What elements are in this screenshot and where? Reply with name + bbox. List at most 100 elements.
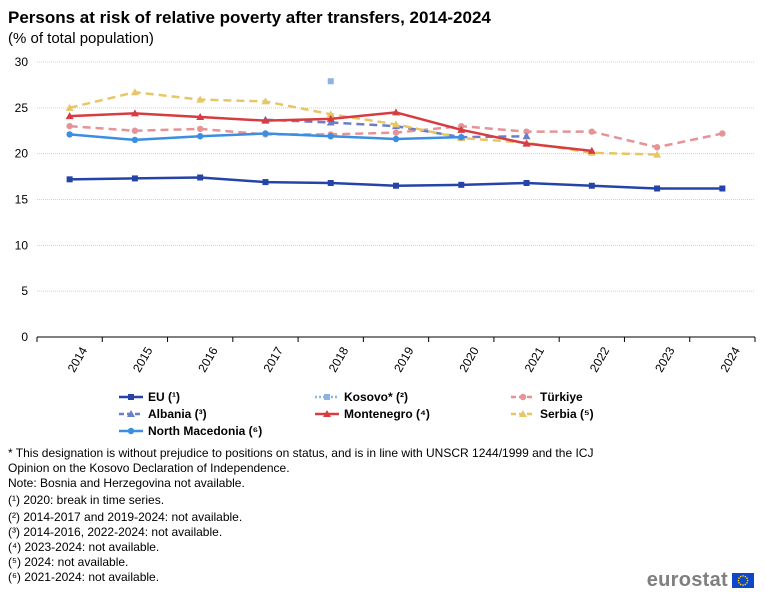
point-eu-2019 [393,182,399,189]
point-serbia-2019 [392,120,400,128]
point-albania-2018 [326,118,335,126]
point-north-macedonia-2015 [131,136,139,144]
point-serbia-2017 [261,97,270,105]
point-montenegro-2022 [587,146,596,154]
y-tick-label-0: 0 [21,330,28,344]
point-montenegro-2019 [392,108,400,116]
legend-label-t-rkiye: Türkiye [540,390,583,404]
eu-flag-icon [732,573,754,588]
point-serbia-2016 [196,95,205,103]
footnote-kosovo-designation: * This designation is without prejudice … [8,446,594,475]
point-eu-2017 [262,179,269,186]
point-eu-2015 [131,175,138,182]
x-tick-label-2024: 2024 [717,344,743,374]
legend-item-kosovo: Kosovo* (²) [314,390,408,404]
point-north-macedonia-2019 [392,135,400,143]
y-tick-label-15: 15 [15,193,29,207]
legend-swatch-t-rkiye [511,393,535,401]
point-t-rkiye-2014 [66,122,73,130]
point-t-rkiye-2015 [131,127,139,134]
point-t-rkiye-2019 [392,129,400,136]
legend-item-serbia: Serbia (⁵) [510,407,594,421]
legend-swatch-montenegro [315,410,339,417]
footnote-4: (⁴) 2023-2024: not available. [8,540,160,554]
legend-label-montenegro: Montenegro (⁴) [344,407,430,421]
point-serbia-2018 [326,110,335,118]
point-montenegro-2017 [261,116,270,124]
point-north-macedonia-2018 [327,133,334,140]
point-eu-2014 [66,176,73,183]
point-albania-2021 [522,132,531,140]
point-montenegro-2020 [457,125,466,133]
point-t-rkiye-2023 [653,144,661,151]
x-tick-label-2018: 2018 [326,344,352,374]
point-t-rkiye-2021 [523,128,530,135]
point-eu-2020 [458,181,465,188]
legend-swatch-kosovo [315,394,339,400]
legend-swatch-serbia [511,410,535,417]
legend-swatch-albania [119,410,143,417]
point-serbia-2014 [65,103,74,111]
x-tick-label-2020: 2020 [456,344,482,374]
legend-label-eu: EU (¹) [148,390,180,404]
eurostat-logo: eurostat [647,569,754,592]
y-tick-label-20: 20 [15,147,29,161]
legend-label-serbia: Serbia (⁵) [540,407,594,421]
point-eu-2024 [719,185,726,192]
footnote-6: (⁶) 2021-2024: not available. [8,570,160,584]
point-montenegro-2016 [196,113,205,120]
point-serbia-2023 [653,150,662,158]
x-tick-label-2017: 2017 [261,344,287,374]
point-north-macedonia-2020 [458,133,465,141]
legend-item-albania: Albania (³) [118,407,207,421]
point-montenegro-2018 [326,114,335,122]
legend-swatch-eu [119,394,143,400]
x-tick-label-2016: 2016 [195,344,221,374]
point-serbia-2015 [130,88,139,96]
x-tick-label-2014: 2014 [65,344,91,374]
legend-label-north-macedonia: North Macedonia (⁶) [148,424,263,438]
point-montenegro-2014 [65,112,74,120]
line-chart: 0 5 10 15 20 25 30 2014 2015 2016 2017 2018 2019 2020… [15,55,756,375]
point-t-rkiye-2022 [588,128,596,135]
footnote-1: (¹) 2020: break in time series. [8,493,165,507]
point-t-rkiye-2024 [719,130,726,137]
legend-item-north-macedonia: North Macedonia (⁶) [118,424,262,438]
x-tick-label-2015: 2015 [130,344,156,374]
x-tick-label-2019: 2019 [391,344,417,374]
footnote-2: (²) 2014-2017 and 2019-2024: not availab… [8,510,243,524]
point-montenegro-2021 [522,139,531,147]
legend-label-kosovo: Kosovo* (²) [344,390,408,404]
point-north-macedonia-2017 [262,130,269,137]
point-eu-2018 [327,180,334,186]
x-tick-label-2023: 2023 [652,344,678,374]
legend-item-t-rkiye: Türkiye [510,390,583,404]
point-montenegro-2015 [130,109,139,117]
point-eu-2021 [523,180,530,186]
legend-label-albania: Albania (³) [148,407,207,421]
x-tick-label-2021: 2021 [522,344,548,374]
legend: EU (¹) Kosovo* (²) Türkiye Albania (³) Monte… [0,386,766,446]
point-eu-2022 [588,182,595,189]
y-tick-label-5: 5 [21,284,28,298]
y-tick-label-25: 25 [15,101,29,115]
footnote-3: (³) 2014-2016, 2022-2024: not available. [8,525,223,539]
point-north-macedonia-2016 [196,133,204,140]
point-eu-2023 [654,185,661,192]
legend-swatch-north-macedonia [119,427,143,435]
legend-item-eu: EU (¹) [118,390,180,404]
chart-title: Persons at risk of relative poverty afte… [8,8,491,27]
point-north-macedonia-2014 [66,131,73,138]
y-tick-label-10: 10 [15,238,29,252]
point-kosovo-2018 [327,78,334,85]
footnote-5: (⁵) 2024: not available. [8,555,129,569]
point-t-rkiye-2016 [196,125,204,133]
x-tick-label-2022: 2022 [587,344,613,374]
chart-subtitle: (% of total population) [8,30,154,47]
eurostat-wordmark: eurostat [646,569,728,591]
footnotes: * This designation is without prejudice … [8,446,628,585]
y-tick-label-30: 30 [15,55,29,69]
point-eu-2016 [197,174,204,181]
legend-item-montenegro: Montenegro (⁴) [314,407,430,421]
footnote-bosnia: Note: Bosnia and Herzegovina not availab… [8,476,245,490]
